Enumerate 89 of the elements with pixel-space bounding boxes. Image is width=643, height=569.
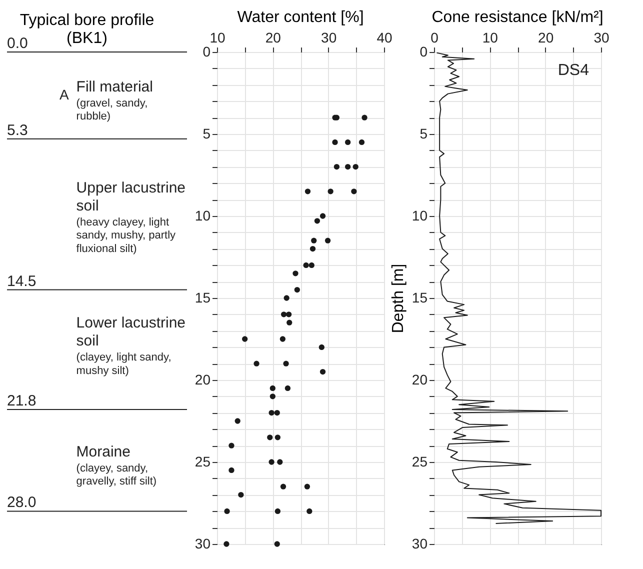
point [352, 164, 358, 170]
y-tick-label: 0 [202, 44, 211, 60]
point [320, 368, 326, 375]
text: (heavy clayey, light sandy, mushy, partly fluxional silt) [76, 216, 176, 255]
point [308, 262, 314, 268]
point [228, 467, 234, 474]
point [303, 262, 309, 268]
y-tick-label: 15 [412, 290, 428, 306]
x-tick-label: 30 [594, 30, 610, 46]
point [318, 344, 324, 350]
point [270, 385, 276, 392]
ref-line-label: 28.0 [7, 494, 36, 512]
y-tick-label: 5 [420, 126, 428, 142]
point [277, 459, 283, 465]
point [242, 336, 248, 342]
point [344, 139, 351, 146]
text: (clayey, sandy, gravelly, stiff silt) [76, 462, 157, 488]
point [280, 312, 287, 318]
point [332, 139, 338, 146]
x-tick-label: 10 [482, 30, 498, 46]
point [358, 139, 365, 146]
y-tick-label: 30 [412, 536, 428, 552]
text: Lower lacustrine soil [76, 314, 186, 350]
point [274, 541, 280, 547]
x-tick-label: 0 [430, 30, 439, 46]
x-tick-label: 20 [538, 30, 554, 46]
chart-title: Cone resistance [kN/m²] [432, 9, 604, 26]
y-axis-title: Depth [m] [390, 264, 407, 334]
point [280, 336, 286, 342]
point [254, 360, 260, 366]
point [274, 434, 281, 440]
text: A [60, 86, 70, 102]
point [351, 188, 357, 194]
point [334, 164, 340, 170]
point [311, 238, 317, 244]
text: Moraine [76, 443, 131, 460]
point [320, 213, 326, 219]
ref-line-label: 0.0 [7, 35, 28, 52]
ref-line-label: 5.3 [7, 122, 28, 139]
point [286, 312, 292, 318]
point [274, 410, 280, 416]
point [310, 246, 316, 252]
x-tick-label: 30 [321, 30, 337, 46]
point [324, 238, 331, 244]
line-series [436, 52, 602, 524]
point [238, 492, 244, 498]
text: Fill material [76, 78, 153, 96]
chart-title: Water content [%] [237, 9, 364, 26]
text: (gravel, sandy, rubble) [76, 97, 148, 123]
point [284, 385, 291, 392]
point [283, 360, 289, 366]
point [294, 286, 300, 293]
point [267, 434, 273, 440]
point [268, 459, 274, 465]
y-tick-label: 10 [412, 208, 428, 224]
point [362, 114, 368, 120]
y-tick-label: 20 [412, 372, 428, 388]
point [304, 188, 311, 194]
point [228, 442, 234, 448]
point [292, 270, 298, 276]
point [314, 218, 320, 224]
point [304, 484, 310, 490]
ref-line-label: 14.5 [7, 272, 36, 290]
point [224, 541, 230, 547]
x-tick-label: 20 [265, 30, 282, 46]
x-tick-label: 40 [376, 30, 392, 46]
point [328, 188, 334, 194]
point [286, 320, 292, 326]
y-tick-label: 25 [194, 454, 211, 470]
text: Upper lacustrine soil [76, 179, 186, 214]
point [234, 418, 240, 424]
point [280, 484, 286, 490]
y-tick-label: 15 [194, 290, 211, 306]
point [268, 410, 274, 416]
y-tick-label: 10 [194, 208, 211, 224]
ref-line-label: 21.8 [7, 392, 36, 410]
y-tick-label: 25 [412, 454, 428, 470]
point [270, 394, 276, 400]
point [224, 508, 230, 514]
y-tick-label: 5 [202, 126, 211, 142]
y-tick-label: 0 [420, 44, 428, 60]
text: (clayey, light sandy, mushy silt) [76, 352, 172, 377]
annotation: DS4 [558, 62, 590, 79]
point [274, 508, 281, 514]
point [284, 295, 290, 301]
point [344, 164, 351, 170]
y-tick-label: 30 [194, 536, 211, 552]
y-tick-label: 20 [194, 372, 211, 388]
point [306, 508, 312, 514]
